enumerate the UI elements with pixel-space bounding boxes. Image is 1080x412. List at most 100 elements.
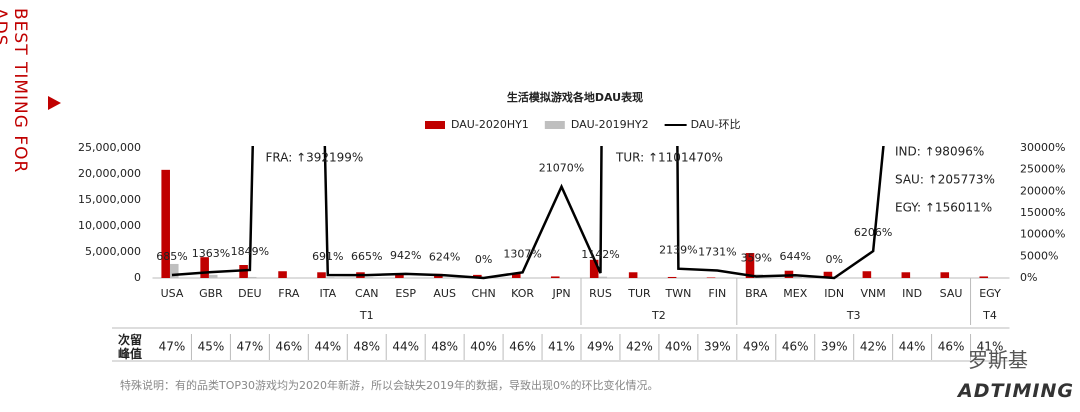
table-cell: 44% [899, 340, 926, 354]
bar [550, 276, 560, 278]
table-cell: 45% [198, 340, 225, 354]
bar [589, 259, 599, 278]
value-label: 665% [351, 250, 382, 263]
bar [511, 273, 521, 278]
bar [395, 273, 404, 278]
x-tick-label: BRA [745, 287, 768, 300]
annotation: FRA: ↑392199% [265, 151, 363, 165]
y2-tick-label: 30000% [1020, 141, 1065, 154]
table-cell: 44% [392, 340, 419, 354]
table-cell: 47% [159, 340, 186, 354]
y2-tick-label: 0% [1020, 271, 1037, 284]
bar [325, 277, 335, 278]
bar [940, 272, 950, 278]
x-tick-label: USA [161, 287, 184, 300]
bar [200, 257, 209, 278]
x-tick-label: IND [902, 287, 922, 300]
x-tick-label: EGY [979, 287, 1001, 300]
bar [901, 272, 911, 278]
bar [706, 277, 716, 278]
value-label: 644% [780, 250, 811, 263]
x-tick-label: RUS [589, 287, 612, 300]
table-cell: 41% [548, 340, 575, 354]
group-label: T2 [651, 309, 666, 322]
y2-tick-label: 5000% [1020, 249, 1058, 262]
bar [247, 276, 257, 278]
legend-label: DAU-2019HY2 [571, 118, 649, 131]
legend-swatch [425, 121, 445, 129]
table-cell: 39% [704, 340, 731, 354]
x-tick-label: DEU [238, 287, 261, 300]
value-label: 685% [156, 250, 187, 263]
table-cell: 46% [938, 340, 965, 354]
bar [823, 271, 833, 278]
x-tick-label: ITA [319, 287, 336, 300]
line-layer [171, 146, 885, 280]
x-tick-label: CAN [355, 287, 378, 300]
watermark-account: 罗斯基 [968, 348, 1028, 372]
bar [169, 263, 179, 278]
x-tick-label: GBR [199, 287, 223, 300]
table-cell: 44% [314, 340, 341, 354]
side-title: BEST TIMING FOR ADS [0, 8, 30, 174]
table-cell: 47% [237, 340, 264, 354]
legend-label: DAU-环比 [691, 118, 741, 131]
value-label: 1142% [581, 248, 619, 261]
x-tick-label: IDN [824, 287, 844, 300]
x-tick-label: CHN [472, 287, 496, 300]
value-label: 1307% [503, 247, 541, 260]
annotation: IND: ↑98096% [895, 145, 984, 159]
bar [208, 274, 218, 278]
value-label: 624% [429, 250, 460, 263]
group-label: T4 [982, 309, 997, 322]
y2-tick-label: 25000% [1020, 163, 1065, 176]
bar [862, 271, 872, 278]
table-cell: 46% [276, 340, 303, 354]
triangle-icon [48, 96, 61, 110]
x-tick-label: SAU [940, 287, 963, 300]
legend-label: DAU-2020HY1 [451, 118, 529, 131]
bar [598, 276, 608, 278]
y2-tick-label: 15000% [1020, 206, 1065, 219]
table-cell: 40% [665, 340, 692, 354]
bar [317, 272, 326, 278]
row-label: 次留峰值 [118, 333, 143, 361]
group-label: T1 [359, 309, 374, 322]
group-label: T3 [846, 309, 861, 322]
y-tick-label: 5,000,000 [85, 245, 141, 258]
bar [667, 276, 677, 278]
bar [442, 277, 452, 278]
table-cell: 46% [782, 340, 809, 354]
table-cell: 46% [509, 340, 536, 354]
y-tick-label: 15,000,000 [78, 193, 141, 206]
value-label: 691% [312, 250, 343, 263]
watermark-brand: ADTIMING [958, 380, 1074, 402]
y2-tick-label: 20000% [1020, 184, 1065, 197]
x-tick-label: KOR [511, 287, 534, 300]
bar [745, 253, 755, 278]
x-tick-label: FRA [278, 287, 300, 300]
y-tick-label: 25,000,000 [78, 141, 141, 154]
line [171, 146, 885, 280]
table-cell: 49% [743, 340, 770, 354]
x-tick-label: JPN [551, 287, 570, 300]
value-label: 0% [475, 253, 492, 266]
table-cell: 39% [821, 340, 848, 354]
bar [364, 277, 374, 278]
chart-title: 生活模拟游戏各地DAU表现 [507, 90, 643, 104]
value-label: 359% [741, 251, 772, 264]
table-cell: 48% [431, 340, 458, 354]
value-label: 942% [390, 249, 421, 262]
value-label: 1849% [231, 245, 269, 258]
bar [278, 271, 287, 278]
table-cell: 48% [353, 340, 380, 354]
annotation: TUR: ↑1101470% [615, 151, 723, 165]
table-cell: 42% [860, 340, 887, 354]
legend-swatch [544, 121, 565, 129]
table-cell: 41% [977, 340, 1004, 354]
table-cell: 40% [470, 340, 497, 354]
bar [793, 276, 802, 278]
x-tick-label: MEX [783, 287, 807, 300]
